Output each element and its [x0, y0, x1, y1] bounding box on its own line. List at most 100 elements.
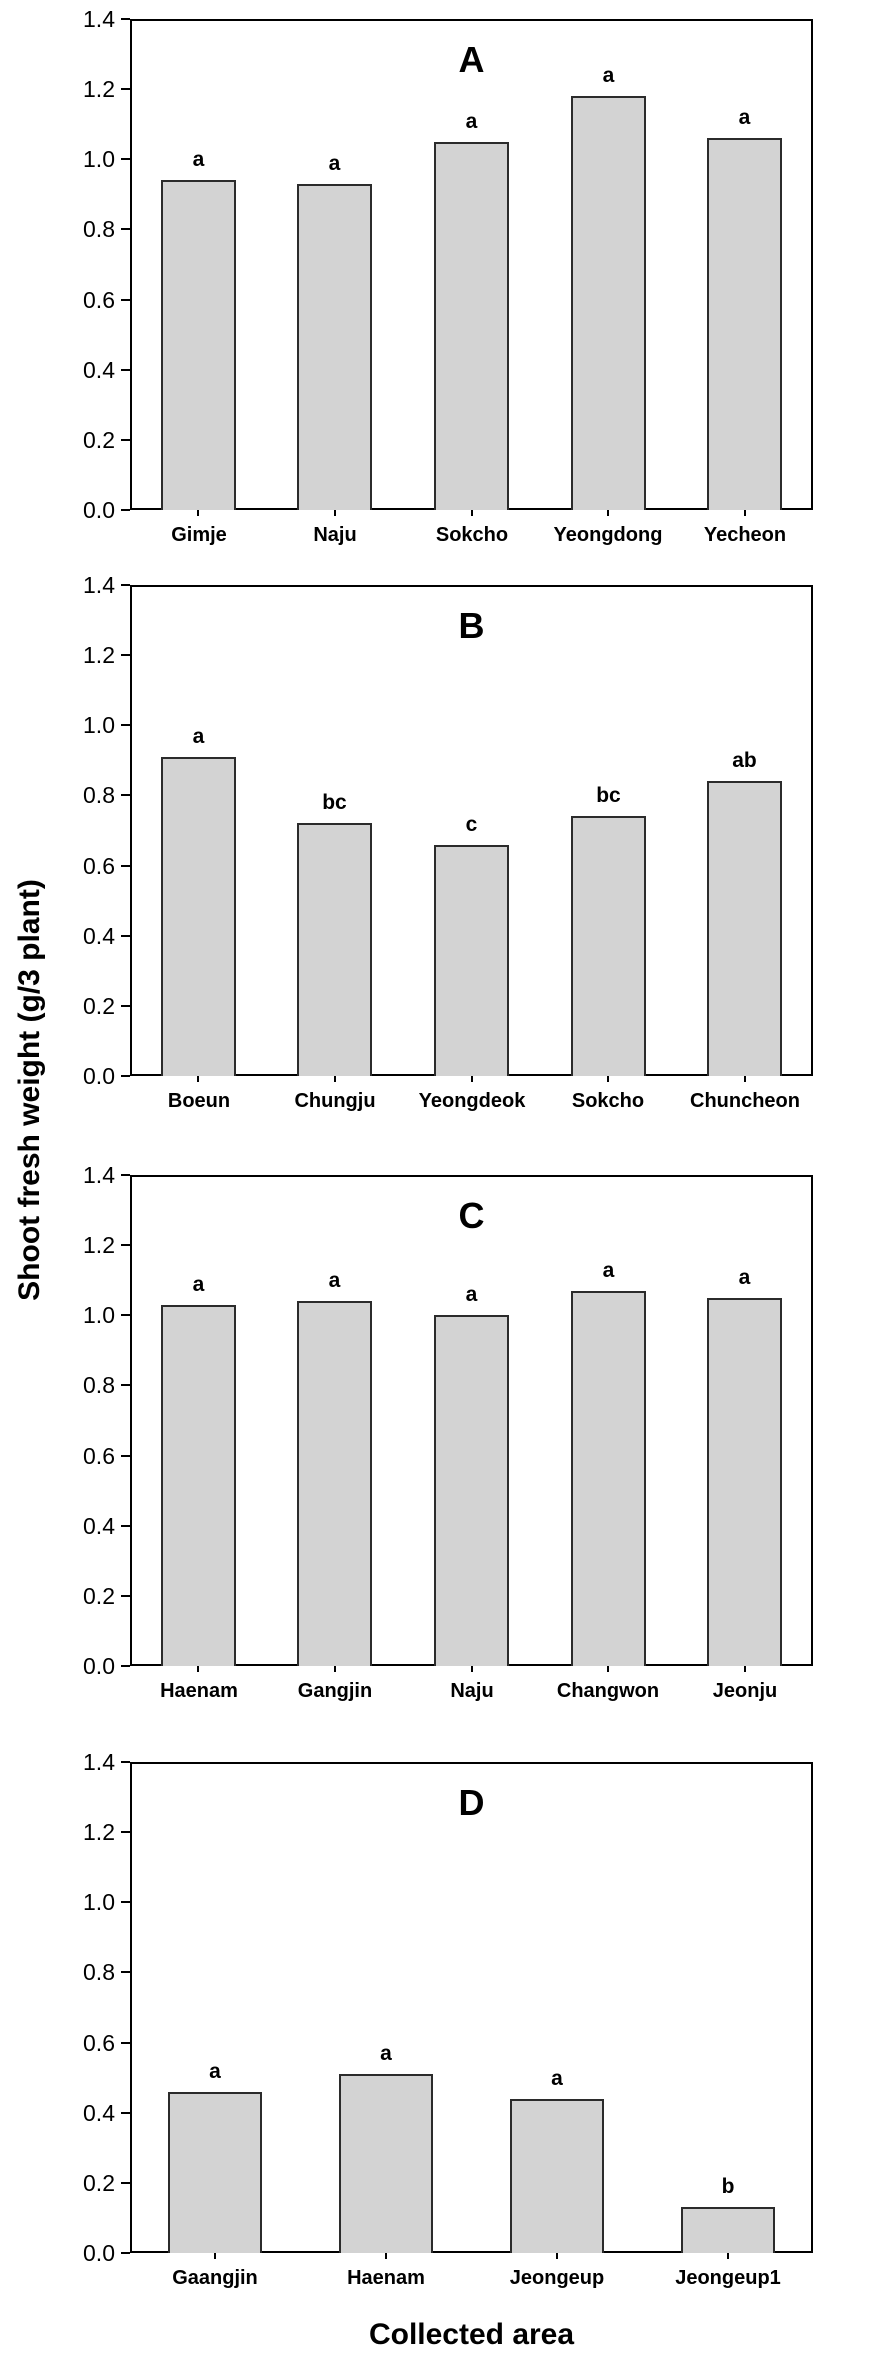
y-tick-label: 1.4	[83, 6, 115, 32]
significance-letter: a	[192, 148, 205, 171]
bar-B-Chuncheon	[707, 781, 782, 1076]
y-tick-label: 0.2	[83, 2169, 115, 2196]
y-tick	[121, 438, 130, 441]
y-tick-label: 1.2	[83, 76, 115, 103]
y-tick	[121, 1454, 130, 1457]
significance-letter: a	[209, 2060, 221, 2083]
significance-letter: ab	[732, 749, 757, 772]
y-tick	[121, 1831, 130, 1834]
y-tick	[121, 298, 130, 301]
y-tick	[121, 1174, 130, 1176]
x-tick	[471, 1076, 473, 1082]
x-tick-label-Naju: Naju	[450, 1680, 494, 1702]
x-tick	[334, 1076, 336, 1082]
x-tick-label-Chungju: Chungju	[294, 1090, 376, 1112]
y-tick	[121, 1665, 130, 1667]
y-tick-label: 0.0	[83, 497, 115, 523]
y-tick	[121, 1594, 130, 1597]
bar-C-Naju	[434, 1315, 509, 1666]
y-tick	[121, 934, 130, 937]
y-tick	[121, 654, 130, 657]
significance-letter: a	[328, 152, 341, 175]
y-tick	[121, 794, 130, 797]
y-tick	[121, 2252, 130, 2254]
x-tick	[744, 1076, 746, 1082]
bar-A-Sokcho	[434, 142, 509, 510]
y-tick-label: 0.6	[83, 2029, 115, 2056]
significance-letter: a	[465, 110, 478, 133]
x-tick-label-Sokcho: Sokcho	[435, 524, 509, 546]
x-tick-label-Jeongeup: Jeongeup	[509, 2267, 605, 2289]
x-tick-label-Yeongdong: Yeongdong	[553, 524, 663, 546]
y-tick	[121, 509, 130, 511]
panel-letter-C: C	[458, 1195, 485, 1236]
x-axis-title: Collected area	[368, 2318, 575, 2351]
x-tick	[214, 2253, 216, 2259]
significance-letter: b	[721, 2175, 735, 2198]
y-tick	[121, 88, 130, 91]
bar-D-Jeongeup	[510, 2099, 604, 2253]
y-tick	[121, 584, 130, 586]
x-tick-label-Jeongeup1: Jeongeup1	[675, 2267, 781, 2289]
y-tick-label: 0.2	[83, 992, 115, 1019]
x-tick	[556, 2253, 558, 2259]
y-tick	[121, 368, 130, 371]
bar-A-Yecheon	[707, 138, 782, 510]
y-tick-label: 0.0	[83, 2240, 115, 2266]
x-tick	[744, 510, 746, 516]
y-tick	[121, 158, 130, 161]
x-tick-label-Changwon: Changwon	[556, 1680, 660, 1702]
x-tick-label-Haenam: Haenam	[160, 1680, 238, 1702]
y-tick-label: 0.4	[83, 356, 115, 383]
x-tick-label-Haenam: Haenam	[347, 2267, 425, 2289]
significance-letter: a	[602, 64, 615, 87]
x-tick	[197, 510, 199, 516]
y-tick-label: 1.0	[83, 712, 115, 739]
y-tick-label: 0.4	[83, 922, 115, 949]
y-tick-label: 0.8	[83, 1959, 115, 1986]
panel-letter-D: D	[458, 1782, 485, 1823]
y-tick	[121, 1384, 130, 1387]
y-tick	[121, 1004, 130, 1007]
y-tick-label: 0.6	[83, 1442, 115, 1469]
y-tick-label: 0.8	[83, 1372, 115, 1399]
x-tick-label-Sokcho: Sokcho	[571, 1090, 645, 1112]
y-tick-label: 0.2	[83, 1582, 115, 1609]
x-tick	[727, 2253, 729, 2259]
x-tick	[385, 2253, 387, 2259]
y-tick-label: 1.4	[83, 572, 115, 598]
y-tick	[121, 1075, 130, 1077]
y-tick	[121, 2181, 130, 2184]
y-tick	[121, 724, 130, 727]
panel-letter-A: A	[458, 39, 485, 80]
y-tick	[121, 2041, 130, 2044]
y-tick	[121, 1314, 130, 1317]
x-tick	[744, 1666, 746, 1672]
significance-letter: c	[465, 813, 478, 836]
y-tick-label: 0.0	[83, 1063, 115, 1089]
x-tick-label-Yeongdeok: Yeongdeok	[418, 1090, 526, 1112]
x-tick	[334, 510, 336, 516]
significance-letter: bc	[322, 791, 347, 814]
x-tick-label-Yecheon: Yecheon	[703, 524, 787, 546]
bar-A-Yeongdong	[571, 96, 646, 510]
x-tick	[471, 510, 473, 516]
y-tick	[121, 1524, 130, 1527]
y-tick-label: 1.4	[83, 1162, 115, 1188]
x-tick	[607, 1666, 609, 1672]
bar-B-Yeongdeok	[434, 845, 509, 1076]
bar-D-Gaangjin	[168, 2092, 262, 2253]
x-tick	[334, 1666, 336, 1672]
y-tick	[121, 228, 130, 231]
significance-letter: a	[465, 1283, 478, 1306]
bar-A-Gimje	[161, 180, 236, 510]
y-tick	[121, 1244, 130, 1247]
significance-letter: a	[192, 1273, 205, 1296]
y-tick-label: 0.2	[83, 426, 115, 453]
x-tick	[197, 1666, 199, 1672]
y-tick-label: 1.0	[83, 146, 115, 173]
x-tick-label-Chuncheon: Chuncheon	[690, 1090, 800, 1112]
x-tick-label-Gimje: Gimje	[171, 524, 227, 546]
y-tick	[121, 1901, 130, 1904]
